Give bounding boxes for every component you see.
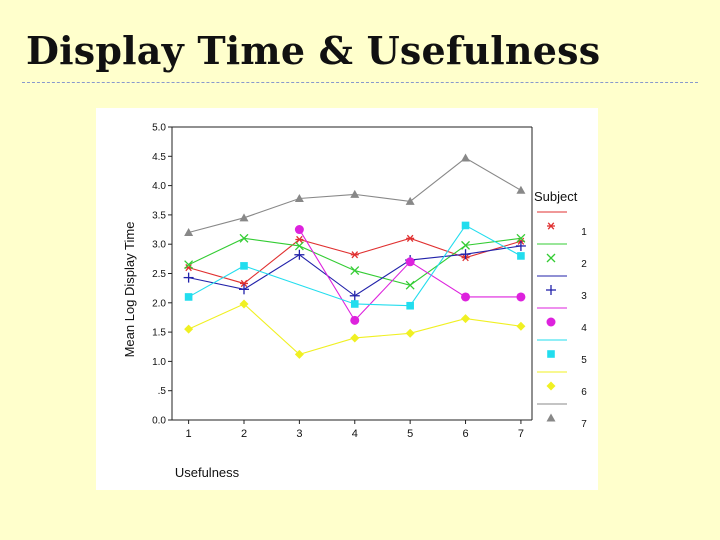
series-7: [184, 153, 526, 236]
data-point: [350, 300, 359, 308]
y-tick-label: 4.0: [152, 181, 166, 192]
data-point: [405, 280, 415, 290]
data-point: [294, 349, 304, 359]
data-point: [239, 213, 249, 222]
x-tick-label: 5: [407, 428, 413, 440]
data-point: [460, 249, 471, 260]
series-line: [188, 303, 521, 355]
data-point: [405, 328, 415, 338]
title-divider: [22, 82, 698, 83]
legend-marker: [546, 381, 556, 391]
data-point: [517, 252, 525, 260]
data-point: [405, 196, 415, 205]
data-point: [350, 333, 360, 343]
y-tick-label: 0.0: [152, 416, 166, 427]
data-point: [350, 315, 360, 325]
data-point: [184, 293, 193, 301]
data-point: [405, 257, 415, 267]
data-point: [406, 301, 414, 310]
legend-item: 4: [537, 307, 587, 334]
legend-label: 7: [581, 419, 587, 430]
data-point: [239, 284, 249, 295]
data-point: [183, 272, 194, 283]
x-tick-label: 7: [518, 428, 524, 440]
legend-item: 6: [537, 371, 587, 398]
chart-panel: 0.0 .5 1.0 1.5 2.0 2.5 3.0 3.5 4.0 4.5 5.0 1 2 3 4 5 6 7 U…: [96, 108, 598, 490]
x-tick-label: 1: [186, 428, 192, 440]
legend-label: 3: [581, 291, 587, 302]
legend-item: 7: [537, 403, 587, 430]
series-4: [294, 225, 526, 325]
x-tick-label: 4: [352, 428, 358, 440]
y-tick-label: 3.0: [152, 240, 166, 251]
legend-item: 5: [537, 339, 587, 366]
series-layer: [183, 153, 526, 359]
legend-label: 4: [581, 323, 587, 334]
data-point: [461, 314, 471, 324]
y-axis-label: Mean Log Display Time: [122, 222, 137, 358]
y-tick-label: 3.5: [152, 210, 166, 221]
y-tick-label: 5.0: [152, 123, 166, 134]
line-chart: 0.0 .5 1.0 1.5 2.0 2.5 3.0 3.5 4.0 4.5 5.0 1 2 3 4 5 6 7 U…: [122, 123, 587, 481]
data-point: [515, 240, 526, 251]
legend-marker: [547, 222, 555, 230]
y-tick-label: 2.0: [152, 298, 166, 309]
x-tick-label: 3: [296, 428, 302, 440]
y-tick-label: 1.5: [152, 328, 166, 339]
data-point: [349, 290, 360, 301]
series-6: [184, 299, 526, 359]
series-line: [188, 237, 521, 286]
legend-marker: [546, 285, 556, 295]
legend-marker: [547, 350, 555, 358]
legend-label: 6: [581, 387, 587, 398]
legend-title: Subject: [534, 189, 578, 204]
data-point: [239, 299, 249, 309]
legend-marker: [546, 317, 556, 327]
data-point: [406, 234, 415, 242]
axes: 0.0 .5 1.0 1.5 2.0 2.5 3.0 3.5 4.0 4.5 5.0 1 2 3 4 5 6 7 U…: [122, 123, 533, 480]
slide-title: Display Time & Usefulness: [26, 28, 601, 73]
data-point: [240, 262, 248, 270]
data-point: [461, 292, 471, 302]
data-point: [516, 185, 526, 194]
data-point: [294, 249, 305, 260]
y-tick-label: 4.5: [152, 152, 166, 163]
data-point: [516, 233, 526, 243]
data-point: [184, 324, 194, 334]
y-tick-label: 2.5: [152, 269, 166, 280]
data-point: [295, 235, 304, 244]
legend-label: 1: [581, 227, 587, 238]
data-point: [350, 251, 359, 259]
data-point: [240, 279, 248, 288]
y-tick-label: .5: [158, 386, 167, 397]
x-axis-label: Usefulness: [175, 465, 240, 480]
legend-item: 1: [537, 211, 587, 238]
series-5: [184, 221, 525, 310]
legend-label: 5: [581, 355, 587, 366]
data-point: [516, 292, 526, 302]
y-tick-label: 1.0: [152, 357, 166, 368]
legend-label: 2: [581, 259, 587, 270]
legend-marker: [546, 413, 556, 422]
data-point: [461, 240, 470, 250]
data-point: [350, 189, 360, 198]
data-point: [461, 153, 471, 162]
data-point: [461, 221, 470, 230]
x-tick-label: 2: [241, 428, 247, 440]
series-2: [184, 233, 526, 290]
data-point: [184, 227, 194, 236]
data-point: [294, 241, 304, 251]
legend: Subject 1 2 3 4 5 6 7: [534, 189, 587, 430]
legend-marker: [546, 253, 556, 263]
series-line: [188, 224, 522, 307]
legend-item: 3: [537, 275, 587, 302]
data-point: [239, 233, 249, 243]
data-point: [294, 225, 304, 235]
data-point: [294, 193, 304, 202]
x-tick-label: 6: [462, 428, 468, 440]
data-point: [516, 321, 526, 331]
data-point: [350, 266, 360, 276]
legend-item: 2: [537, 243, 587, 270]
data-point: [184, 260, 194, 270]
